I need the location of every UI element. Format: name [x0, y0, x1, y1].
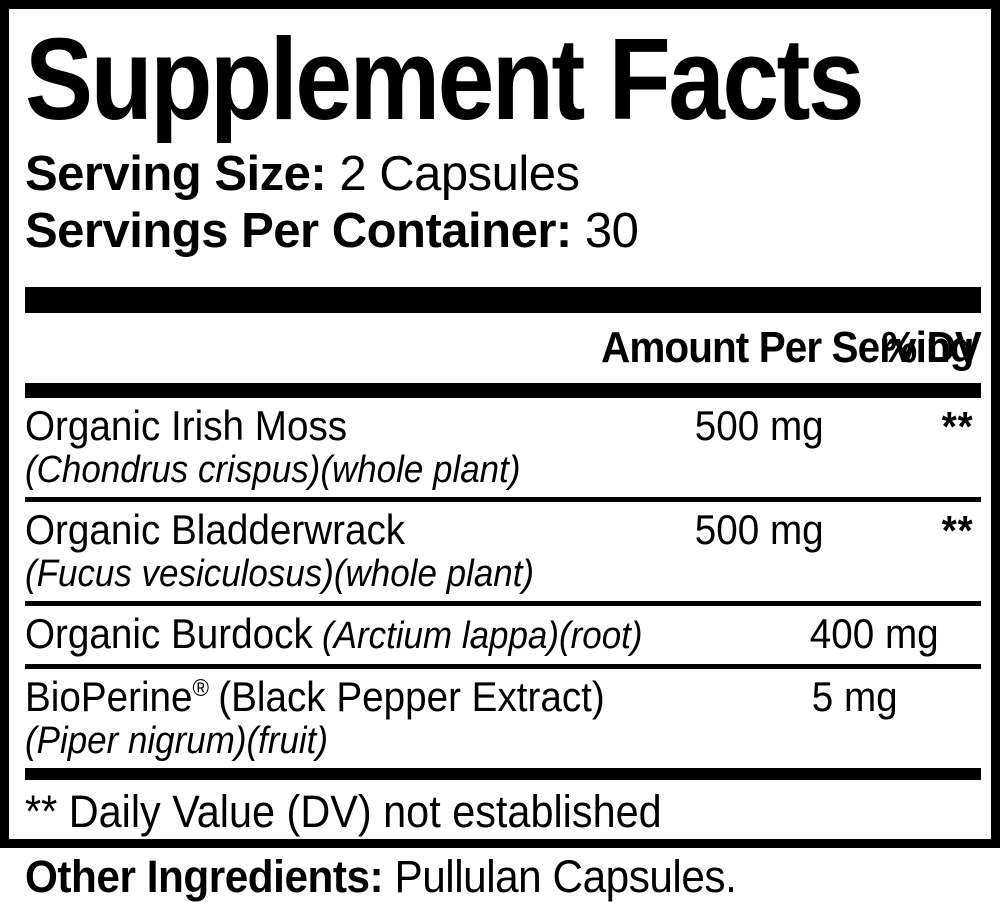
divider-bar-footnote — [25, 767, 981, 780]
table-row: Organic Burdock (Arctium lappa)(root) 400… — [25, 600, 981, 664]
ingredient-amount: 500 mg — [694, 505, 824, 553]
ingredient-name: Organic Burdock (Arctium lappa)(root) — [25, 609, 643, 657]
percent-dv-header: % DV — [881, 322, 982, 372]
ingredient-latin-name: (Arctium lappa)(root) — [321, 614, 643, 657]
ingredient-latin-name: (Chondrus crispus)(whole plant) — [25, 448, 521, 491]
ingredient-dv: ** — [958, 610, 991, 656]
ingredient-dv: ** — [917, 673, 991, 719]
table-row: Organic Bladderwrack (Fucus vesiculosus)… — [25, 496, 981, 601]
ingredient-dv: ** — [941, 402, 974, 450]
page-title: Supplement Facts — [25, 14, 865, 144]
ingredient-dv: ** — [941, 506, 974, 554]
amount-per-serving-header: Amount Per Serving — [601, 322, 974, 372]
divider-bar-header — [25, 382, 981, 398]
ingredient-name: Organic Irish Moss — [25, 401, 348, 449]
serving-size-line: Serving Size: 2 Capsules — [25, 146, 981, 203]
serving-size-label: Serving Size: — [25, 147, 327, 202]
ingredient-name-cell: BioPerine® (Black Pepper Extract) (Piper … — [25, 673, 605, 762]
ingredient-amount: 400 mg — [809, 609, 939, 657]
ingredient-name: Organic Bladderwrack — [25, 505, 406, 553]
serving-size-value: 2 Capsules — [339, 147, 580, 202]
divider-bar-thick-top — [25, 286, 981, 313]
servings-per-container-value: 30 — [584, 204, 639, 259]
other-ingredients-value: Pullulan Capsules. — [394, 851, 737, 902]
ingredient-name-cell: Organic Bladderwrack (Fucus vesiculosus)… — [25, 506, 537, 595]
daily-value-footnote: ** Daily Value (DV) not established — [25, 785, 662, 837]
ingredient-amount: 500 mg — [694, 401, 824, 449]
table-row: BioPerine® (Black Pepper Extract) (Piper … — [25, 663, 981, 768]
table-row: Organic Irish Moss (Chondrus crispus)(wh… — [25, 398, 981, 497]
table-header-row: Amount Per Serving % DV — [25, 313, 982, 383]
ingredient-name-cell: Organic Burdock (Arctium lappa)(root) — [25, 610, 643, 658]
servings-per-container-label: Servings Per Container: — [25, 204, 572, 259]
ingredient-name-cell: Organic Irish Moss (Chondrus crispus)(wh… — [25, 402, 537, 491]
supplement-facts-panel: Supplement Facts Serving Size: 2 Capsule… — [0, 0, 1000, 848]
other-ingredients-line: Other Ingredients: Pullulan Capsules. — [25, 851, 737, 902]
servings-per-container-line: Servings Per Container: 30 — [25, 203, 981, 260]
other-ingredients-label: Other Ingredients: — [25, 851, 384, 902]
ingredient-latin-name: (Piper nigrum)(fruit) — [25, 719, 329, 762]
ingredient-amount: 5 mg — [811, 672, 898, 720]
ingredient-latin-name: (Fucus vesiculosus)(whole plant) — [25, 552, 535, 595]
registered-trademark-symbol: ® — [192, 674, 210, 702]
ingredient-name-suffix: (Black Pepper Extract) — [218, 672, 605, 720]
ingredient-name: BioPerine® (Black Pepper Extract) — [25, 672, 605, 720]
